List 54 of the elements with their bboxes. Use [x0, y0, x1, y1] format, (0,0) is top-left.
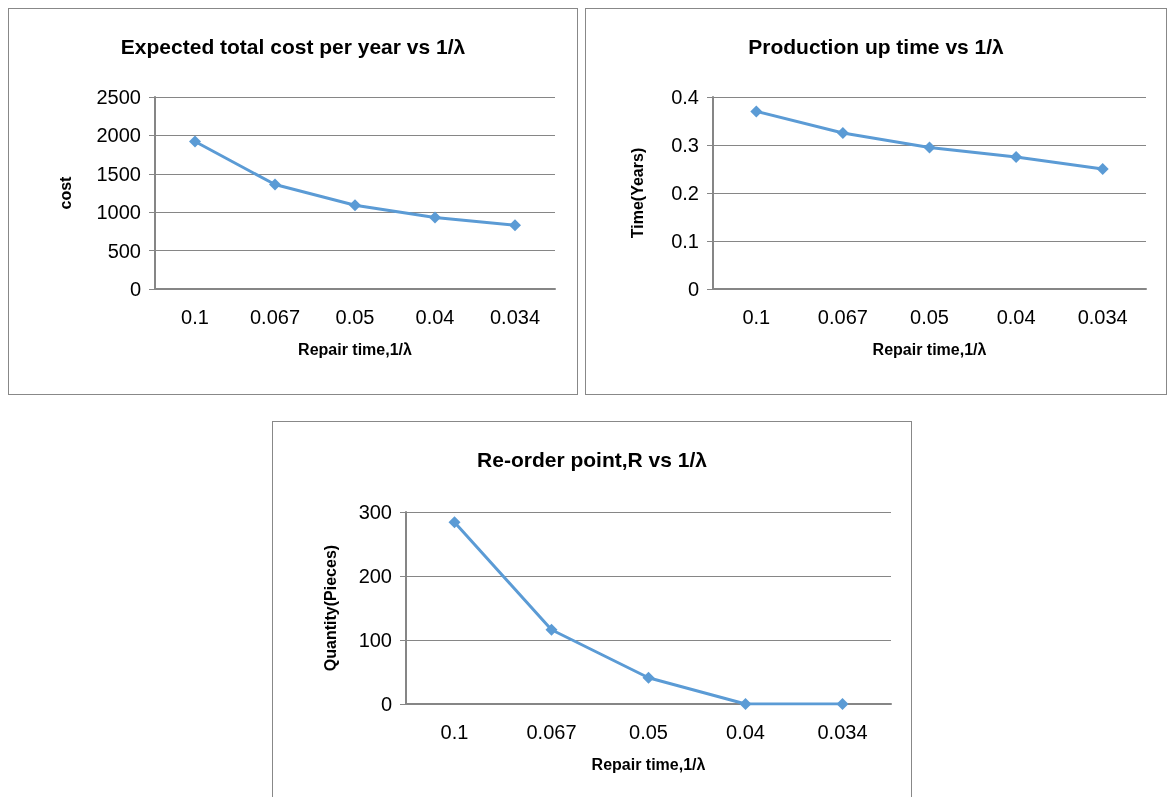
y-tick-label: 100 — [358, 629, 392, 651]
point — [545, 623, 558, 636]
x-tick-label: 0.067 — [526, 721, 577, 743]
point — [642, 671, 655, 684]
point — [739, 698, 752, 710]
chart-title: Expected total cost per year vs 1/λ — [120, 35, 466, 58]
point — [429, 211, 441, 224]
x-tick-label: 0.067 — [249, 306, 301, 328]
x-axis-title: Repair time,1/λ — [298, 340, 413, 358]
point — [750, 105, 763, 118]
x-tick-label: 0.1 — [440, 721, 469, 743]
x-tick-label: 0.05 — [910, 306, 949, 328]
x-tick-label: 0.04 — [415, 306, 455, 328]
point — [189, 135, 201, 148]
x-tick-label: 0.1 — [742, 306, 771, 328]
y-tick-label: 1500 — [96, 162, 141, 185]
x-tick-label: 0.04 — [996, 306, 1036, 328]
x-tick-label: 0.05 — [629, 721, 668, 743]
point — [1010, 151, 1023, 163]
chart-title: Production up time vs 1/λ — [748, 35, 1005, 58]
x-tick-label: 0.05 — [335, 306, 375, 328]
y-axis-title: Quantity(Pieces) — [321, 544, 339, 672]
point — [349, 199, 361, 212]
point — [1096, 163, 1109, 175]
x-tick-label: 0.067 — [817, 306, 868, 328]
y-tick-label: 0.4 — [671, 86, 699, 108]
y-tick-label: 200 — [358, 565, 392, 587]
x-axis-title: Repair time,1/λ — [591, 755, 706, 773]
y-tick-label: 0.1 — [671, 230, 699, 252]
x-tick-label: 0.034 — [817, 721, 868, 743]
y-tick-label: 0.3 — [671, 134, 699, 156]
y-tick-label: 0.2 — [671, 182, 699, 204]
x-tick-label: 0.034 — [1077, 306, 1128, 328]
y-axis-title: cost — [56, 175, 74, 210]
y-tick-label: 2000 — [96, 124, 141, 147]
x-axis-title: Repair time,1/λ — [872, 340, 987, 358]
y-tick-label: 0 — [380, 693, 392, 715]
point — [269, 178, 281, 191]
y-tick-label: 0 — [129, 278, 141, 300]
point — [509, 219, 521, 232]
y-axis-title: Time(Years) — [628, 147, 646, 239]
x-tick-label: 0.1 — [181, 306, 209, 328]
y-tick-label: 500 — [107, 239, 141, 262]
chart-title: Re-order point,R vs 1/λ — [477, 448, 708, 471]
point — [836, 698, 849, 710]
y-tick-label: 1000 — [96, 201, 141, 224]
point — [923, 141, 936, 154]
y-tick-label: 2500 — [96, 86, 141, 108]
x-tick-label: 0.04 — [726, 721, 765, 743]
x-tick-label: 0.034 — [489, 306, 541, 328]
y-tick-label: 300 — [358, 501, 392, 523]
point — [836, 127, 849, 139]
point — [448, 516, 461, 529]
y-tick-label: 0 — [687, 278, 699, 300]
